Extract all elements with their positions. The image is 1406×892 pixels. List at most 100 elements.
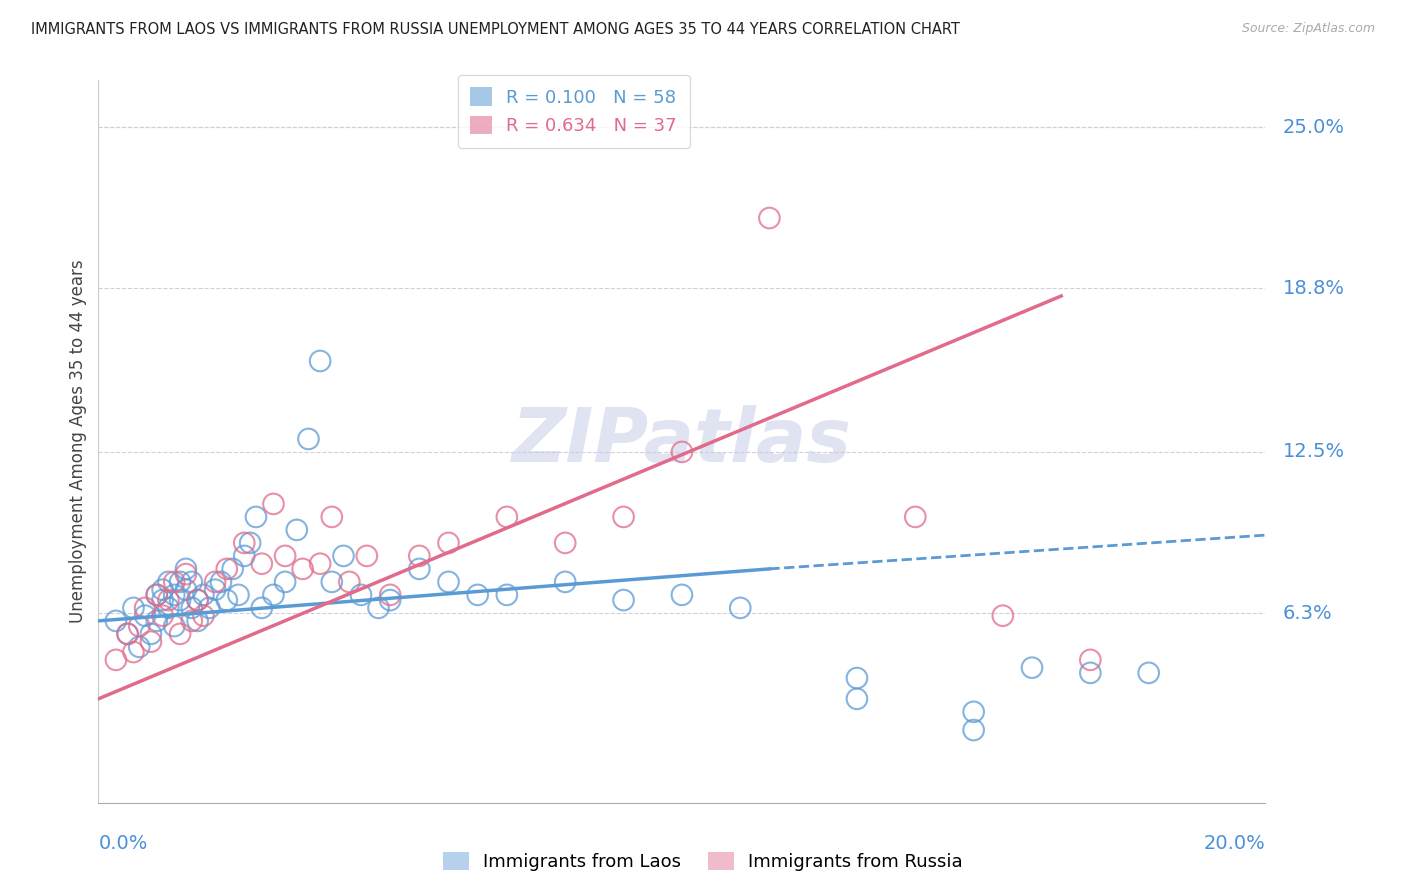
Point [169, 593, 191, 607]
Point [496, 509, 519, 524]
Text: 12.5%: 12.5% [1282, 442, 1346, 461]
Point [209, 574, 232, 589]
Point [467, 588, 489, 602]
Point [198, 600, 221, 615]
Point [612, 509, 634, 524]
Point [367, 600, 389, 615]
Point [437, 536, 460, 550]
Point [554, 574, 576, 589]
Point [157, 600, 180, 615]
Point [152, 593, 174, 607]
Point [846, 671, 869, 685]
Point [297, 432, 319, 446]
Point [321, 574, 343, 589]
Point [309, 557, 332, 571]
Point [174, 562, 197, 576]
Point [169, 574, 191, 589]
Point [245, 509, 267, 524]
Point [904, 509, 927, 524]
Point [139, 627, 162, 641]
Point [380, 588, 402, 602]
Text: 25.0%: 25.0% [1282, 118, 1346, 136]
Point [163, 588, 186, 602]
Text: Source: ZipAtlas.com: Source: ZipAtlas.com [1241, 22, 1375, 36]
Point [332, 549, 354, 563]
Point [350, 588, 373, 602]
Text: 6.3%: 6.3% [1282, 604, 1333, 623]
Point [554, 536, 576, 550]
Text: ZIPatlas: ZIPatlas [512, 405, 852, 478]
Point [356, 549, 378, 563]
Point [174, 567, 197, 582]
Point [285, 523, 308, 537]
Point [204, 574, 226, 589]
Point [163, 619, 186, 633]
Point [274, 549, 297, 563]
Point [239, 536, 262, 550]
Point [146, 614, 169, 628]
Point [962, 723, 984, 737]
Point [180, 600, 202, 615]
Point [117, 627, 139, 641]
Point [250, 557, 273, 571]
Point [180, 614, 202, 628]
Point [122, 600, 145, 615]
Point [193, 608, 215, 623]
Point [134, 608, 156, 623]
Point [157, 593, 180, 607]
Point [380, 593, 402, 607]
Point [408, 549, 430, 563]
Point [134, 600, 156, 615]
Point [233, 549, 256, 563]
Point [408, 562, 430, 576]
Point [128, 640, 150, 654]
Point [233, 536, 256, 550]
Point [221, 562, 243, 576]
Point [122, 645, 145, 659]
Point [291, 562, 314, 576]
Point [104, 614, 127, 628]
Text: 0.0%: 0.0% [98, 834, 148, 853]
Point [758, 211, 780, 225]
Point [1021, 660, 1043, 674]
Point [187, 593, 209, 607]
Point [309, 354, 332, 368]
Point [321, 509, 343, 524]
Point [187, 593, 209, 607]
Point [612, 593, 634, 607]
Point [496, 588, 519, 602]
Point [215, 593, 238, 607]
Point [262, 588, 284, 602]
Point [1080, 653, 1102, 667]
Point [437, 574, 460, 589]
Point [117, 627, 139, 641]
Point [152, 608, 174, 623]
Point [204, 582, 226, 597]
Point [169, 627, 191, 641]
Point [337, 574, 360, 589]
Point [139, 634, 162, 648]
Point [262, 497, 284, 511]
Point [274, 574, 297, 589]
Point [187, 614, 209, 628]
Text: IMMIGRANTS FROM LAOS VS IMMIGRANTS FROM RUSSIA UNEMPLOYMENT AMONG AGES 35 TO 44 : IMMIGRANTS FROM LAOS VS IMMIGRANTS FROM … [31, 22, 960, 37]
Point [152, 582, 174, 597]
Point [962, 705, 984, 719]
Point [215, 562, 238, 576]
Y-axis label: Unemployment Among Ages 35 to 44 years: Unemployment Among Ages 35 to 44 years [69, 260, 87, 624]
Point [250, 600, 273, 615]
Point [157, 574, 180, 589]
Text: 20.0%: 20.0% [1204, 834, 1265, 853]
Point [228, 588, 250, 602]
Point [193, 588, 215, 602]
Point [730, 600, 752, 615]
Text: 18.8%: 18.8% [1282, 278, 1346, 298]
Point [174, 582, 197, 597]
Point [991, 608, 1014, 623]
Point [671, 445, 693, 459]
Point [671, 588, 693, 602]
Point [104, 653, 127, 667]
Point [163, 574, 186, 589]
Point [846, 691, 869, 706]
Legend: Immigrants from Laos, Immigrants from Russia: Immigrants from Laos, Immigrants from Ru… [436, 846, 970, 879]
